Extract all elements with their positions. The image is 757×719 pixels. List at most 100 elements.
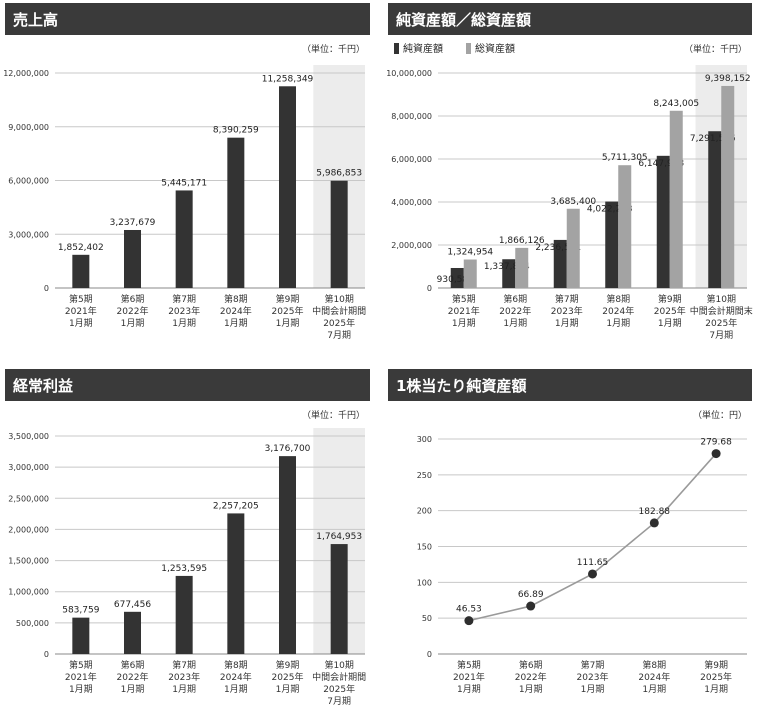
bps-xtick-label: 2023年: [577, 671, 609, 683]
assets-bar: [502, 259, 516, 288]
ordinary-ytick-label: 1,500,000: [8, 557, 49, 566]
sales-bar: [72, 254, 90, 288]
ordinary-data-label: 583,759: [62, 606, 99, 616]
assets-data-label: 3,685,400: [550, 197, 596, 207]
bps-unit-label: （単位：円）: [693, 409, 747, 421]
assets-bar: [515, 247, 529, 288]
assets-unit-label: （単位：千円）: [684, 43, 747, 55]
assets-bar: [721, 85, 735, 288]
bps-ytick-label: 300: [417, 435, 432, 444]
ordinary-xtick-label: 1月期: [69, 684, 93, 695]
ordinary-xtick-label: 2025年: [272, 671, 304, 683]
ordinary-xtick-label: 1月期: [276, 684, 300, 695]
ordinary-ytick-label: 2,500,000: [8, 494, 49, 503]
assets-ytick-label: 6,000,000: [391, 155, 432, 164]
ordinary-ytick-label: 3,500,000: [8, 432, 49, 441]
ordinary-xtick-label: 2025年: [323, 683, 355, 695]
sales-xtick-label: 1月期: [276, 318, 300, 329]
ordinary-data-label: 2,257,205: [213, 501, 259, 511]
assets-chart-panel: 純資産額／総資産額 0 2,000,000 4,000,000 6,000,000 8,…: [386, 3, 753, 355]
assets-xtick-label: 1月期: [658, 318, 682, 329]
assets-xtick-label: 第8期: [606, 293, 630, 305]
bps-xtick-label: 第9期: [704, 659, 728, 671]
assets-bar: [450, 267, 464, 288]
sales-ytick-label: 3,000,000: [8, 230, 49, 239]
bps-ytick-label: 150: [417, 543, 432, 552]
sales-xtick-label: 1月期: [121, 318, 145, 329]
bps-ytick-label: 50: [422, 614, 432, 623]
assets-xtick-label: 第7期: [555, 293, 579, 305]
bps-xtick-label: 1月期: [704, 684, 728, 695]
ordinary-income-chart-header: 経常利益: [5, 369, 370, 401]
sales-xtick-label: 2021年: [65, 305, 97, 317]
bps-xtick-label: 第7期: [581, 659, 605, 671]
ordinary-ytick-label: 3,000,000: [8, 463, 49, 472]
sales-bar: [279, 86, 296, 288]
ordinary-xtick-label: 2024年: [220, 671, 252, 683]
sales-xtick-label: 2023年: [168, 305, 200, 317]
sales-xtick-label: 第9期: [276, 293, 300, 305]
assets-data-label: 1,337,874: [484, 262, 530, 272]
assets-data-label: 4,022,213: [587, 205, 633, 215]
assets-xtick-label: 2023年: [551, 305, 583, 317]
sales-xtick-label: 2024年: [220, 305, 252, 317]
sales-bar: [124, 229, 141, 288]
assets-chart-header: 純資産額／総資産額: [388, 3, 752, 35]
bps-data-label: 279.68: [700, 438, 732, 448]
sales-xtick-label: 第5期: [69, 293, 93, 305]
sales-chart-title: 売上高: [13, 11, 59, 29]
ordinary-bar: [175, 575, 193, 654]
sales-data-label: 5,445,171: [161, 178, 207, 188]
bps-data-label: 182.88: [639, 507, 671, 517]
ordinary-bar: [330, 544, 348, 654]
assets-xtick-label: 2024年: [602, 305, 634, 317]
ordinary-xtick-label: 7月期: [327, 696, 351, 707]
assets-legend-swatch: [466, 43, 471, 54]
bps-xtick-label: 1月期: [581, 684, 605, 695]
ordinary-xtick-label: 1月期: [224, 684, 248, 695]
assets-data-label: 7,291,506: [690, 134, 736, 144]
bps-xtick-label: 1月期: [519, 684, 543, 695]
sales-xtick-label: 第7期: [172, 293, 196, 305]
bps-chart: 050100150200250300（単位：円）第5期2021年1月期第6期20…: [417, 409, 747, 695]
assets-xtick-label: 1月期: [503, 318, 527, 329]
sales-xtick-label: 1月期: [69, 318, 93, 329]
assets-bar: [553, 239, 567, 288]
ordinary-xtick-label: 第7期: [172, 659, 196, 671]
ordinary-xtick-label: 第6期: [121, 659, 145, 671]
ordinary-bar: [72, 617, 90, 654]
assets-bar: [669, 110, 683, 288]
assets-chart-title: 純資産額／総資産額: [396, 11, 532, 29]
assets-xtick-label: 第9期: [658, 293, 682, 305]
ordinary-xtick-label: 第9期: [276, 659, 300, 671]
ordinary-income-chart-title: 経常利益: [13, 377, 74, 395]
sales-xtick-label: 1月期: [224, 318, 248, 329]
assets-data-label: 930,580: [437, 275, 474, 285]
ordinary-bar: [227, 513, 245, 654]
assets-xtick-label: 2022年: [499, 305, 531, 317]
ordinary-xtick-label: 第8期: [224, 659, 248, 671]
sales-bar: [330, 180, 348, 288]
ordinary-unit-label: （単位：千円）: [302, 409, 365, 421]
assets-xtick-label: 第10期: [707, 293, 736, 305]
assets-xtick-label: 1月期: [555, 318, 579, 329]
ordinary-bar: [279, 456, 296, 654]
bps-data-point: [649, 518, 659, 528]
assets-xtick-label: 1月期: [606, 318, 630, 329]
bps-xtick-label: 2024年: [638, 671, 670, 683]
assets-xtick-label: 2025年: [654, 305, 686, 317]
ordinary-data-label: 3,176,700: [265, 444, 311, 454]
assets-chart: 0 2,000,000 4,000,000 6,000,000 8,000,000 10,…: [386, 42, 753, 341]
assets-xtick-label: 7月期: [709, 330, 733, 341]
assets-ytick-label: 2,000,000: [391, 241, 432, 250]
sales-ytick-label: 12,000,000: [3, 69, 49, 78]
assets-legend-label: 純資産額: [403, 42, 443, 55]
ordinary-income-chart-panel: 経常利益 0 500,000 1,000,000 1,500,000 2,000,000…: [5, 369, 370, 716]
assets-data-label: 1,866,126: [499, 236, 545, 246]
ordinary-xtick-label: 2023年: [168, 671, 200, 683]
sales-data-label: 3,237,679: [110, 218, 156, 228]
sales-xtick-label: 第8期: [224, 293, 248, 305]
ordinary-ytick-label: 2,000,000: [8, 525, 49, 534]
assets-data-label: 8,243,005: [653, 99, 699, 109]
assets-ytick-label: 4,000,000: [391, 198, 432, 207]
